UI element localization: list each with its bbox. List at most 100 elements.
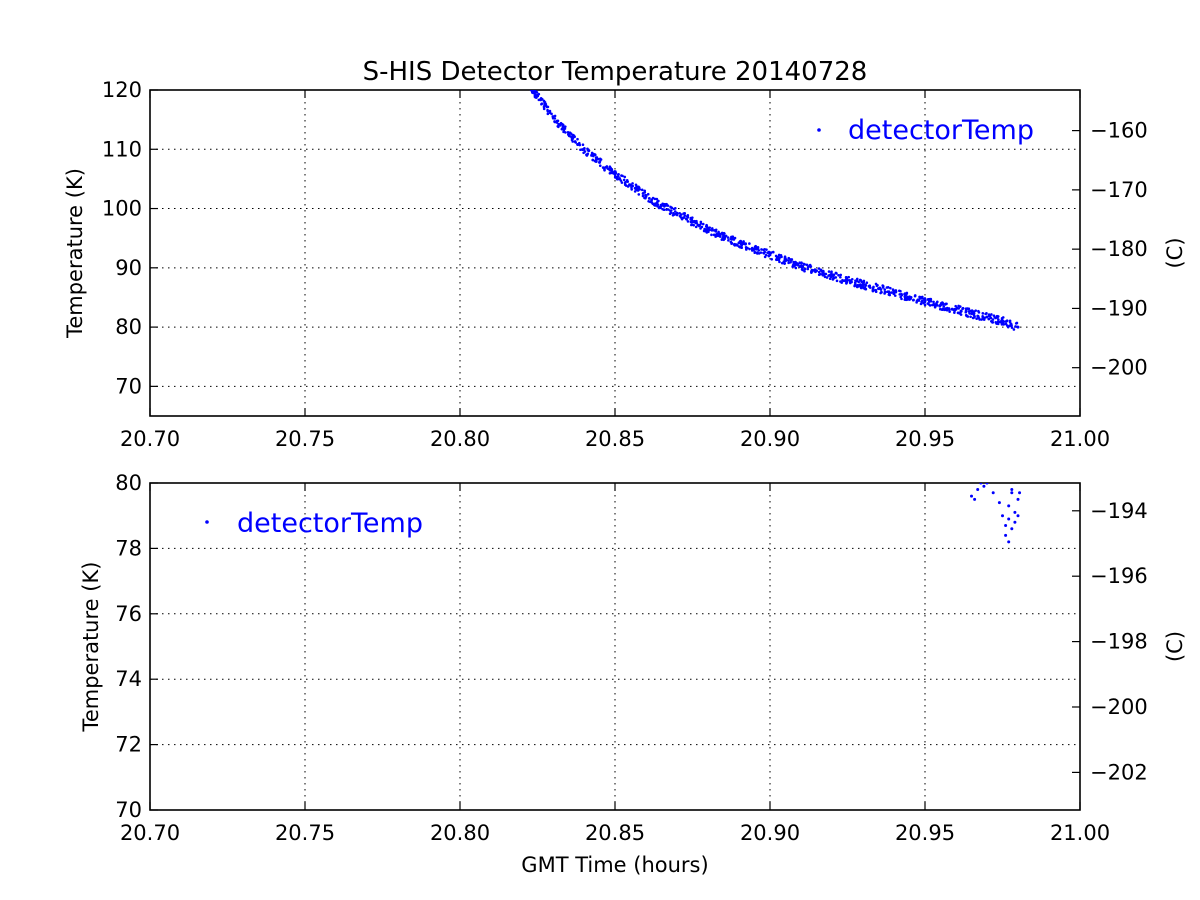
data-point <box>545 104 548 108</box>
data-point <box>1013 520 1017 524</box>
data-point <box>623 175 627 179</box>
data-point <box>620 181 624 184</box>
data-point <box>919 302 923 306</box>
data-point <box>803 269 806 273</box>
data-point <box>715 232 719 235</box>
data-point <box>871 288 875 292</box>
data-point <box>748 242 751 245</box>
data-point <box>860 280 863 284</box>
data-point <box>803 263 807 266</box>
data-point <box>686 214 690 217</box>
data-point <box>750 249 754 252</box>
x-tick-label: 20.85 <box>585 427 645 451</box>
data-point <box>723 232 726 235</box>
data-point <box>845 277 848 280</box>
y-tick-label: 70 <box>115 374 142 398</box>
data-point <box>696 223 700 227</box>
data-point <box>903 298 907 301</box>
data-point <box>817 273 821 277</box>
y-tick-label: 110 <box>102 137 142 161</box>
data-point <box>708 226 712 229</box>
data-point <box>987 317 991 321</box>
data-point <box>644 195 648 198</box>
data-point <box>561 123 565 127</box>
data-point <box>863 286 867 289</box>
data-point <box>947 307 951 310</box>
data-point <box>755 247 758 251</box>
data-point <box>840 281 843 284</box>
data-point <box>892 292 896 296</box>
data-point <box>817 267 821 270</box>
data-point <box>760 248 763 251</box>
data-point <box>546 112 550 116</box>
data-point <box>921 295 924 299</box>
data-point <box>710 233 713 237</box>
y-tick-label: 72 <box>115 733 142 757</box>
data-point <box>626 180 630 183</box>
y-tick-label: 74 <box>115 667 142 691</box>
data-point <box>835 279 839 283</box>
data-point <box>997 318 1000 321</box>
data-point <box>704 228 708 231</box>
data-point <box>535 91 539 94</box>
data-point <box>874 282 878 286</box>
data-point <box>537 98 541 102</box>
data-point <box>839 273 843 277</box>
data-point <box>975 317 978 321</box>
x-tick-label: 20.95 <box>895 821 955 845</box>
y-tick-label: 100 <box>102 197 142 221</box>
data-point <box>849 279 852 282</box>
data-point <box>553 114 557 118</box>
data-point <box>981 316 985 319</box>
data-point <box>553 120 557 124</box>
data-point <box>617 175 620 178</box>
data-point <box>623 183 627 187</box>
data-point <box>839 275 842 279</box>
data-point <box>692 223 696 227</box>
data-point <box>991 321 995 324</box>
data-point <box>933 303 937 306</box>
data-point <box>690 218 694 222</box>
data-point <box>665 208 668 211</box>
data-point <box>984 312 987 316</box>
data-point <box>853 284 856 288</box>
right-y-tick-label: −202 <box>1090 760 1148 784</box>
data-point <box>592 152 595 156</box>
data-point <box>900 297 903 301</box>
data-point <box>835 272 838 275</box>
x-axis-label: GMT Time (hours) <box>521 853 708 877</box>
data-point <box>657 199 660 203</box>
data-point <box>985 315 989 319</box>
right-y-tick-label: −180 <box>1090 237 1148 261</box>
data-point <box>628 183 631 186</box>
data-point <box>981 312 985 315</box>
data-point <box>580 148 584 151</box>
data-point <box>624 180 627 184</box>
data-point <box>533 90 536 92</box>
data-point <box>821 271 825 275</box>
data-point <box>612 172 615 175</box>
data-point <box>898 289 901 293</box>
data-point <box>942 305 946 308</box>
data-point <box>775 256 779 259</box>
data-point <box>935 304 939 307</box>
data-point <box>800 268 804 271</box>
data-point <box>686 220 690 223</box>
data-point <box>1004 322 1007 326</box>
data-point <box>722 234 726 238</box>
data-point <box>855 279 859 283</box>
data-point <box>1010 326 1014 329</box>
data-point <box>892 289 895 292</box>
right-y-tick-label: −160 <box>1090 119 1148 143</box>
data-point <box>719 234 722 237</box>
x-tick-label: 20.80 <box>430 821 490 845</box>
data-point <box>862 279 866 283</box>
data-point <box>978 318 981 321</box>
data-point <box>598 164 602 168</box>
data-point <box>898 293 902 296</box>
data-point <box>923 301 927 304</box>
right-y-tick-label: −200 <box>1090 695 1148 719</box>
y-axis-label: Temperature (K) <box>79 562 103 733</box>
data-point <box>532 91 535 95</box>
y-tick-label: 120 <box>102 78 142 102</box>
